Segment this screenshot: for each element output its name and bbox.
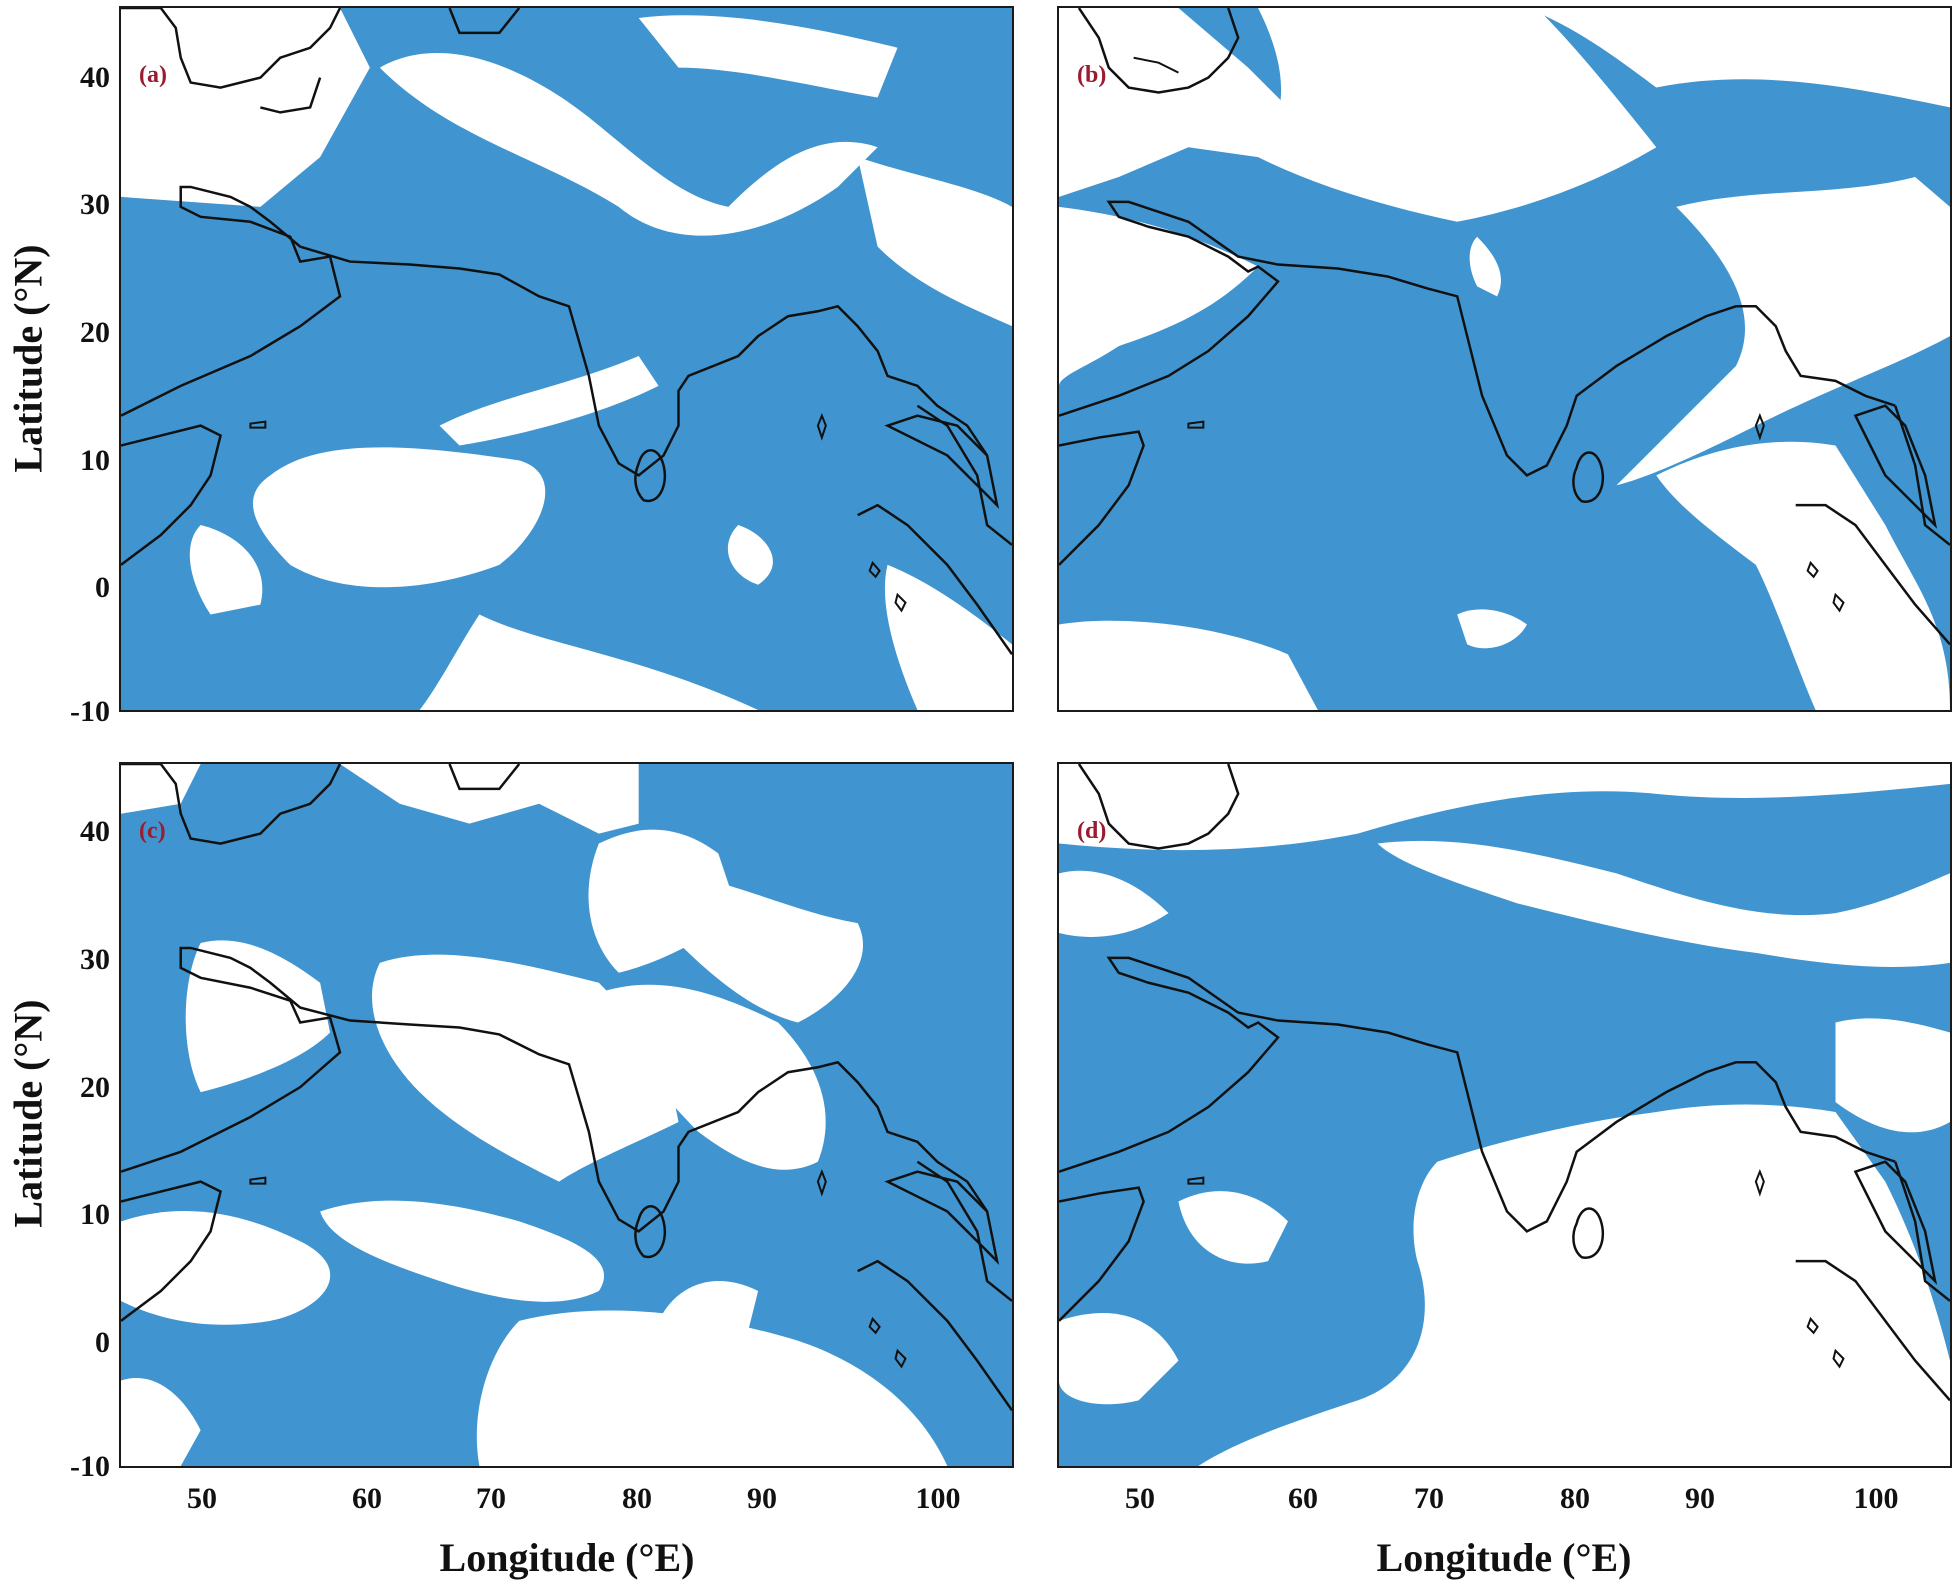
y-tick-bottom-20: 20 [80, 1071, 110, 1104]
map-panel-b: (b) [1057, 6, 1952, 712]
x-tick-left-100: 100 [915, 1482, 961, 1515]
y-tick-top-30: 30 [80, 188, 110, 221]
map-panel-c: (c) [119, 762, 1014, 1468]
cloud-mask-map-c [121, 764, 1012, 1466]
y-tick-bottom-40: 40 [80, 815, 110, 848]
cloud-mask-map-b [1059, 8, 1950, 710]
panel-label-c: (c) [139, 818, 166, 844]
cloud-mask-map-a [121, 8, 1012, 710]
x-tick-right-70: 70 [1414, 1482, 1444, 1515]
panel-label-a: (a) [139, 62, 167, 88]
x-tick-right-100: 100 [1853, 1482, 1899, 1515]
map-panel-a: (a) [119, 6, 1014, 712]
x-axis-title-left: Longitude (°E) [439, 1535, 695, 1580]
x-axis-title-right: Longitude (°E) [1376, 1535, 1632, 1580]
y-tick-top-neg10: -10 [70, 695, 110, 728]
y-tick-bottom-10: 10 [80, 1198, 110, 1231]
x-tick-left-80: 80 [622, 1482, 652, 1515]
x-tick-right-90: 90 [1685, 1482, 1715, 1515]
x-tick-left-50: 50 [187, 1482, 217, 1515]
cloud-mask-map-d [1059, 764, 1950, 1466]
map-panel-d: (d) [1057, 762, 1952, 1468]
panel-label-d: (d) [1077, 818, 1107, 844]
y-tick-bottom-neg10: -10 [70, 1450, 110, 1483]
y-tick-bottom-0: 0 [95, 1326, 110, 1359]
x-tick-right-60: 60 [1288, 1482, 1318, 1515]
y-axis-title-top: Latitude (°N) [5, 244, 51, 473]
y-tick-top-10: 10 [80, 444, 110, 477]
x-tick-right-50: 50 [1125, 1482, 1155, 1515]
x-tick-left-90: 90 [747, 1482, 777, 1515]
y-tick-bottom-30: 30 [80, 943, 110, 976]
y-tick-top-20: 20 [80, 316, 110, 349]
y-axis-title-bottom: Latitude (°N) [5, 999, 51, 1228]
x-tick-right-80: 80 [1560, 1482, 1590, 1515]
panel-label-b: (b) [1077, 62, 1107, 88]
y-tick-top-0: 0 [95, 571, 110, 604]
x-tick-left-60: 60 [352, 1482, 382, 1515]
y-tick-top-40: 40 [80, 61, 110, 94]
x-tick-left-70: 70 [476, 1482, 506, 1515]
